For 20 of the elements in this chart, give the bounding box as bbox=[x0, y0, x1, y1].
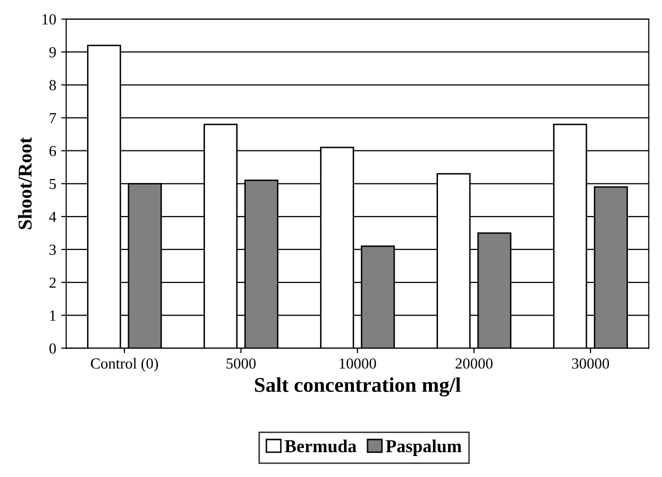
y-tick-label: 5 bbox=[50, 178, 56, 190]
x-tick-label: 20000 bbox=[456, 358, 493, 369]
legend-label: Paspalum bbox=[386, 440, 462, 456]
y-tick-label: 4 bbox=[49, 212, 56, 222]
x-tick-label: 5000 bbox=[226, 358, 256, 369]
y-tick-label: 6 bbox=[49, 146, 56, 156]
x-axis-title: Salt concentration mg/l bbox=[255, 377, 461, 396]
x-tick-label: Control (0) bbox=[90, 358, 158, 372]
y-tick-label: 10 bbox=[42, 14, 56, 25]
legend-label: Bermuda bbox=[284, 440, 356, 452]
y-tick-label: 2 bbox=[50, 278, 56, 288]
y-tick-label: 0 bbox=[49, 343, 56, 354]
y-axis-title: Shoot/Root bbox=[18, 137, 32, 230]
y-tick-label: 7 bbox=[50, 113, 56, 124]
x-tick-label: 30000 bbox=[572, 358, 610, 369]
y-tick-label: 1 bbox=[50, 310, 56, 321]
y-tick-label: 9 bbox=[49, 47, 56, 58]
y-tick-label: 3 bbox=[50, 244, 56, 255]
y-tick-label: 8 bbox=[49, 80, 56, 90]
x-tick-label: 10000 bbox=[340, 358, 376, 369]
